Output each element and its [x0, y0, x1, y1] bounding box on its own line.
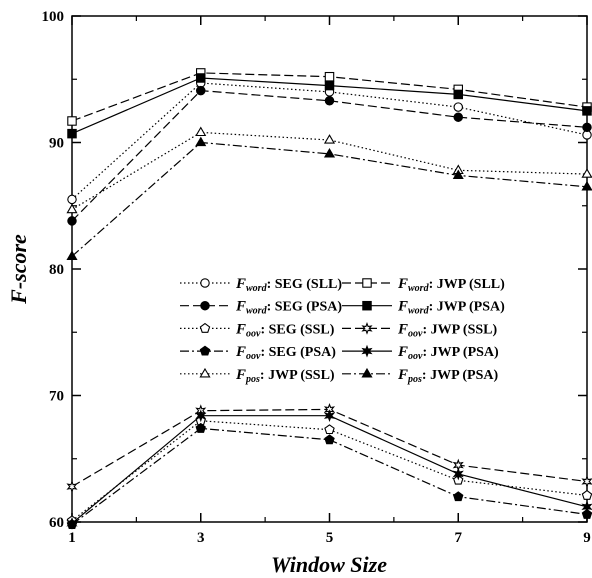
- x-tick-label: 1: [68, 530, 76, 546]
- data-point: [67, 216, 77, 226]
- legend-item: Foov: JWP (SSL): [342, 321, 497, 339]
- legend-marker: [362, 278, 372, 288]
- legend-label: Foov: JWP (PSA): [397, 344, 499, 362]
- data-point: [196, 73, 206, 83]
- series-4: [66, 422, 592, 529]
- legend-label: Fword: JWP (PSA): [397, 299, 505, 317]
- series-6: [67, 73, 592, 139]
- x-axis-title: Window Size: [271, 552, 387, 577]
- data-point: [452, 169, 464, 180]
- data-point: [196, 85, 206, 96]
- data-point: [581, 168, 592, 178]
- legend-item: Foov: SEG (PSA): [180, 344, 336, 362]
- data-point: [453, 89, 463, 100]
- series-3: [66, 415, 592, 526]
- x-tick-label: 3: [197, 530, 205, 546]
- data-point: [66, 480, 78, 493]
- data-point: [582, 106, 592, 116]
- series-line: [71, 131, 588, 211]
- data-point: [67, 194, 77, 205]
- data-point: [324, 71, 335, 82]
- legend-marker: [200, 300, 210, 311]
- legend-item: Foov: JWP (PSA): [342, 344, 499, 362]
- series-10: [66, 136, 592, 261]
- series-8: [66, 409, 592, 530]
- data-point: [195, 422, 206, 433]
- series-line: [71, 141, 588, 257]
- y-tick-label: 100: [42, 9, 65, 25]
- legend-item: Foov: SEG (SSL): [180, 321, 335, 339]
- series-line: [71, 82, 588, 200]
- y-tick-label: 90: [49, 136, 64, 152]
- x-tick-label: 9: [583, 530, 591, 546]
- data-point: [323, 148, 336, 158]
- data-point: [323, 409, 336, 423]
- axis-ticks: 1 3 5 7 9 60 70 80 90 100: [42, 9, 591, 546]
- legend-marker: [199, 345, 211, 356]
- legend-label: Foov: SEG (PSA): [235, 344, 336, 362]
- legend-item: Fword: JWP (PSA): [342, 299, 505, 317]
- legend-item: Fword: SEG (SLL): [180, 276, 342, 294]
- legend-item: Fpos: JWP (PSA): [342, 367, 498, 385]
- y-axis-title: F-score: [6, 234, 31, 305]
- data-point: [453, 112, 463, 122]
- legend-marker: [362, 300, 372, 311]
- legend-marker: [361, 344, 373, 358]
- legend-label: Fword: SEG (PSA): [235, 299, 342, 317]
- legend-item: Fpos: JWP (SSL): [180, 367, 335, 385]
- data-point: [323, 134, 336, 144]
- x-tick-label: 5: [326, 530, 334, 546]
- legend-marker: [199, 367, 211, 378]
- data-point: [66, 516, 78, 530]
- data-point: [582, 122, 592, 133]
- legend-label: Foov: SEG (SSL): [235, 321, 335, 339]
- legend-marker: [361, 322, 373, 335]
- legend-marker: [199, 322, 211, 333]
- data-point: [66, 250, 78, 261]
- data-point: [67, 116, 77, 126]
- data-point: [581, 180, 592, 191]
- y-tick-label: 70: [49, 389, 64, 405]
- data-point: [453, 491, 464, 502]
- legend-label: Fpos: JWP (PSA): [397, 367, 498, 385]
- legend-label: Fpos: JWP (SSL): [235, 367, 335, 385]
- legend-item: Fword: JWP (SLL): [342, 276, 505, 294]
- data-point: [324, 434, 335, 445]
- legend: Fword: SEG (SLL) Fword: JWP (SLL) Fword: S…: [180, 276, 505, 385]
- y-tick-label: 60: [49, 515, 64, 531]
- series-2: [67, 85, 592, 226]
- legend-label: Fword: JWP (SLL): [397, 276, 505, 294]
- legend-item: Fword: SEG (PSA): [180, 299, 342, 317]
- data-point: [324, 96, 335, 106]
- data-point: [581, 500, 592, 514]
- data-point: [581, 489, 592, 500]
- data-point: [581, 475, 592, 488]
- series-9: [66, 126, 592, 214]
- legend-label: Foov: JWP (SSL): [397, 321, 497, 339]
- data-point: [324, 80, 335, 91]
- data-point: [452, 467, 464, 481]
- x-tick-label: 7: [455, 530, 463, 546]
- data-point: [195, 409, 207, 423]
- data-point: [66, 203, 78, 214]
- data-point: [195, 126, 207, 137]
- legend-label: Fword: SEG (SLL): [235, 276, 342, 294]
- data-point: [324, 424, 335, 435]
- data-point: [581, 508, 592, 519]
- data-point: [195, 136, 207, 147]
- data-point: [67, 128, 77, 139]
- legend-marker: [200, 278, 210, 288]
- data-point: [453, 102, 463, 112]
- y-tick-label: 80: [49, 262, 64, 278]
- legend-marker: [361, 367, 373, 378]
- series-layer: [66, 68, 592, 530]
